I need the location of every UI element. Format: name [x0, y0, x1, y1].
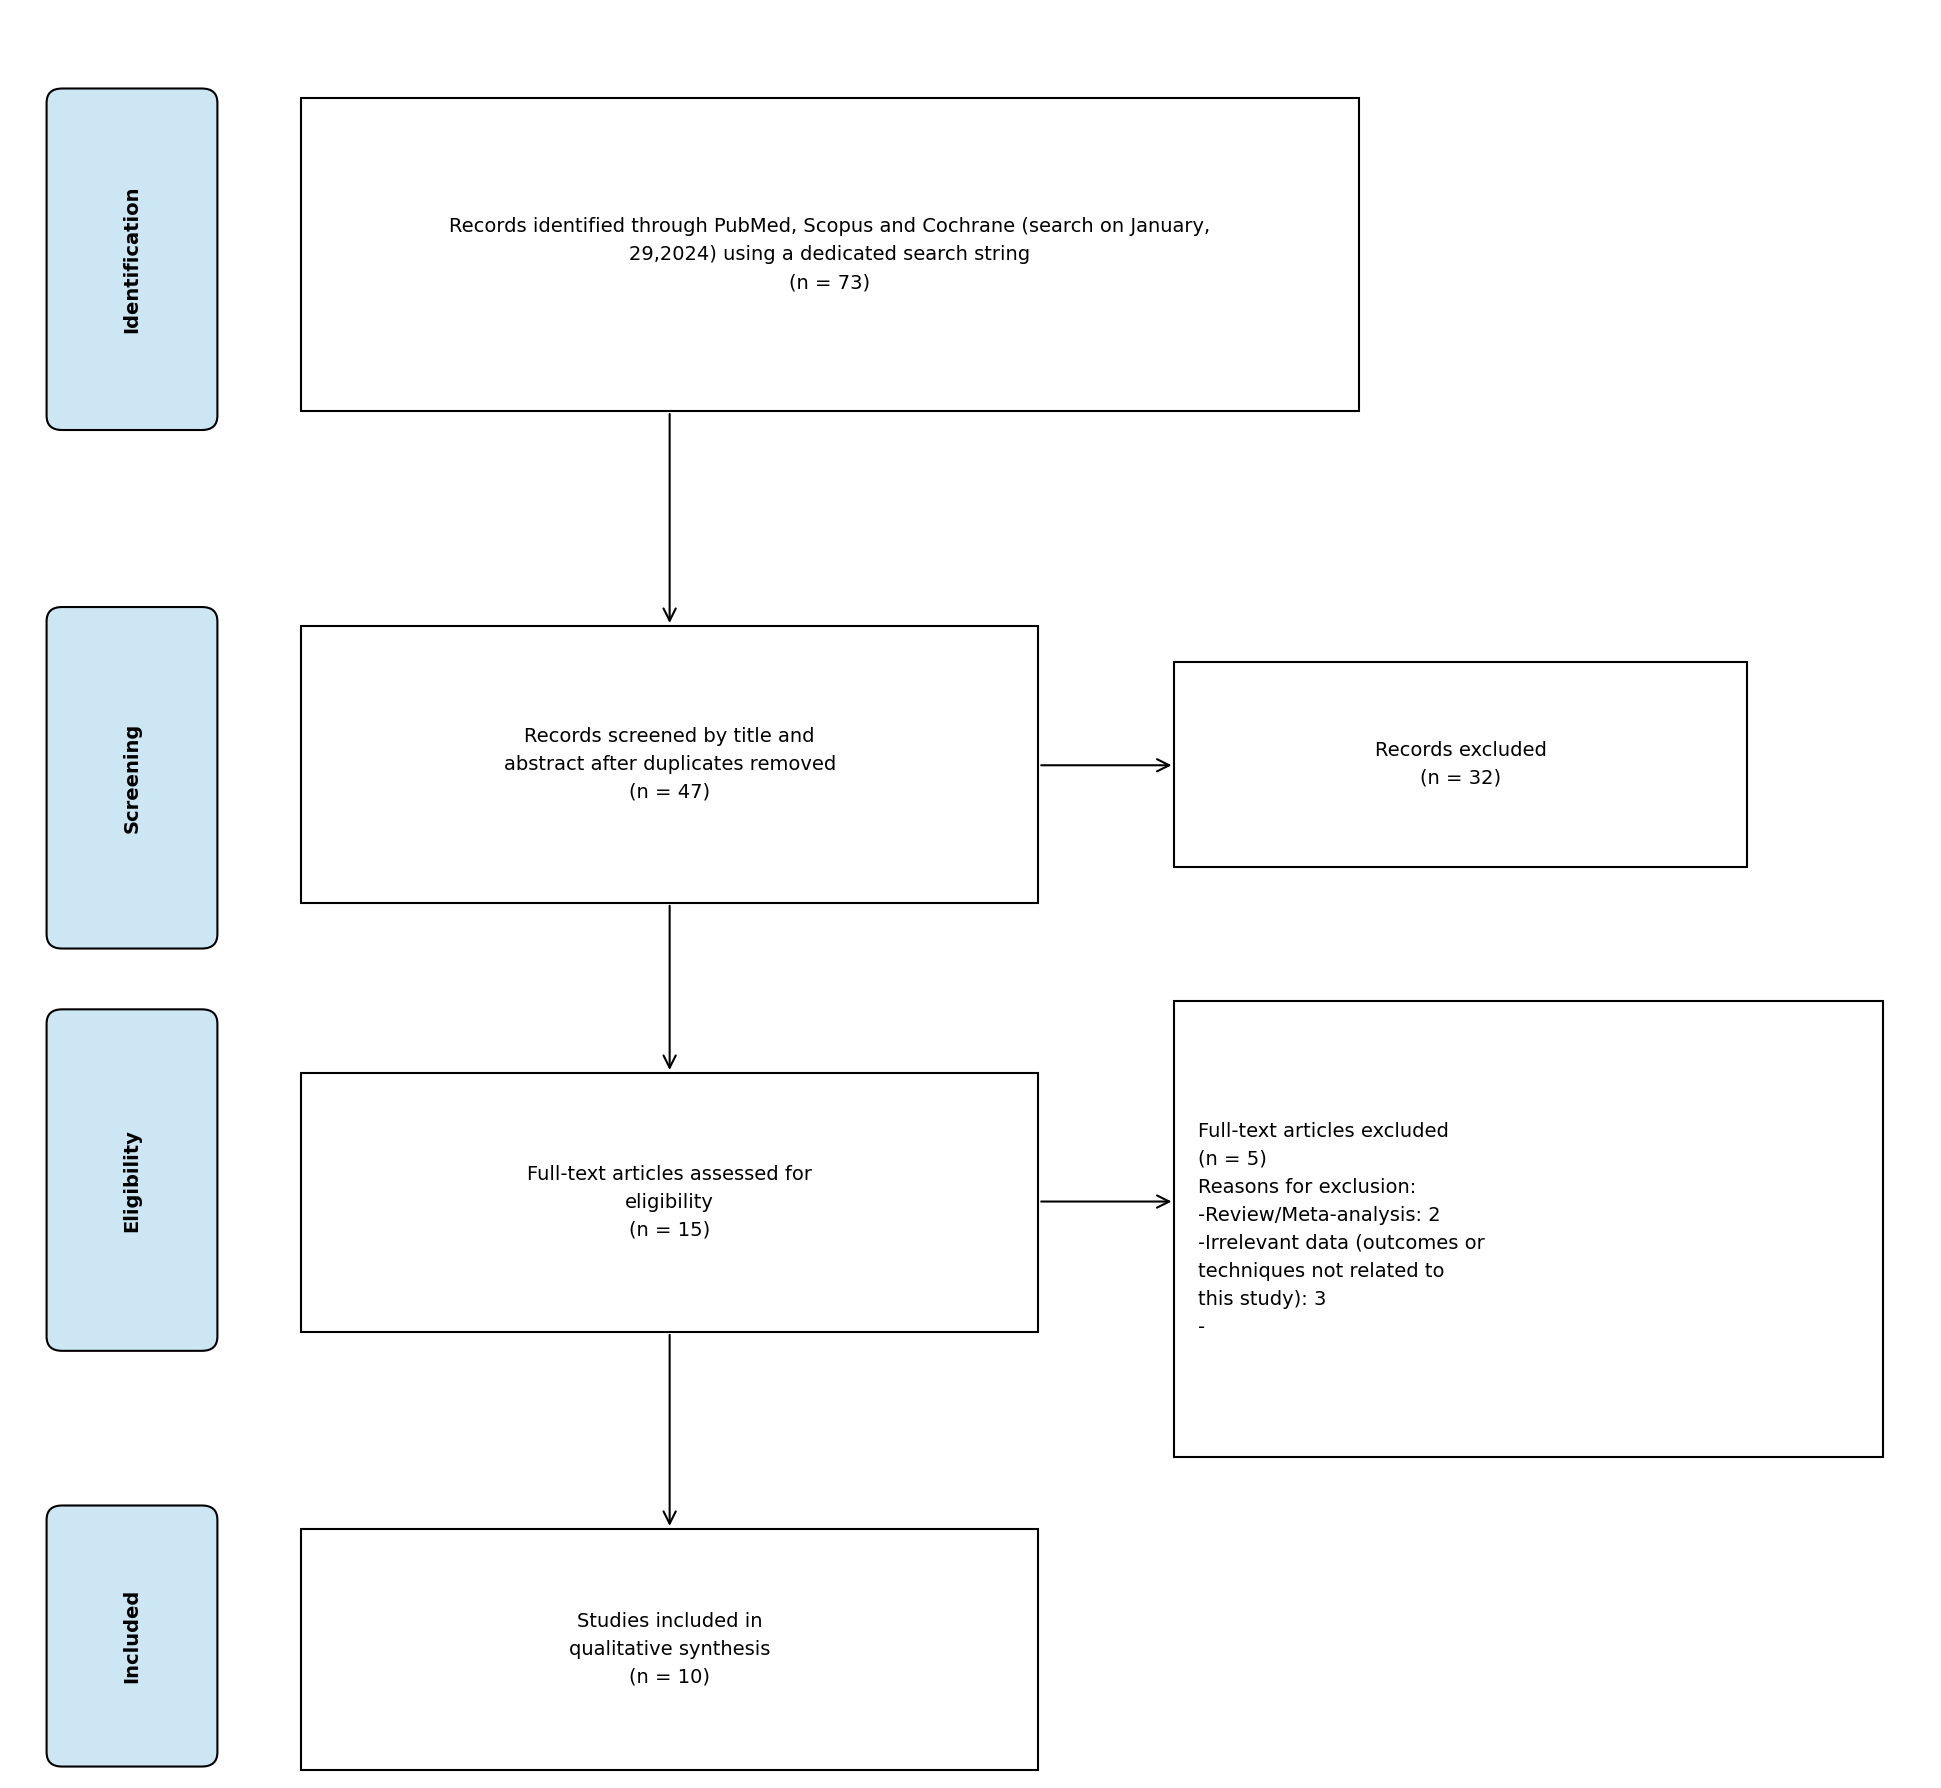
- Text: Studies included in
qualitative synthesis
(n = 10): Studies included in qualitative synthesi…: [569, 1613, 771, 1686]
- Text: Full-text articles assessed for
eligibility
(n = 15): Full-text articles assessed for eligibil…: [528, 1166, 811, 1239]
- FancyBboxPatch shape: [301, 1529, 1038, 1770]
- Text: Records excluded
(n = 32): Records excluded (n = 32): [1374, 740, 1547, 789]
- FancyBboxPatch shape: [301, 1073, 1038, 1332]
- FancyBboxPatch shape: [47, 608, 217, 949]
- FancyBboxPatch shape: [47, 1505, 217, 1767]
- FancyBboxPatch shape: [301, 626, 1038, 903]
- FancyBboxPatch shape: [1174, 1001, 1883, 1457]
- Text: Screening: Screening: [122, 722, 142, 833]
- Text: Identification: Identification: [122, 186, 142, 333]
- Text: Records identified through PubMed, Scopus and Cochrane (search on January,
29,20: Records identified through PubMed, Scopu…: [448, 218, 1211, 291]
- Text: Full-text articles excluded
(n = 5)
Reasons for exclusion:
-Review/Meta-analysis: Full-text articles excluded (n = 5) Reas…: [1198, 1121, 1485, 1337]
- Text: Eligibility: Eligibility: [122, 1128, 142, 1232]
- FancyBboxPatch shape: [47, 1008, 217, 1352]
- FancyBboxPatch shape: [47, 89, 217, 431]
- FancyBboxPatch shape: [1174, 662, 1747, 867]
- FancyBboxPatch shape: [301, 98, 1359, 411]
- Text: Included: Included: [122, 1590, 142, 1683]
- Text: Records screened by title and
abstract after duplicates removed
(n = 47): Records screened by title and abstract a…: [503, 728, 837, 801]
